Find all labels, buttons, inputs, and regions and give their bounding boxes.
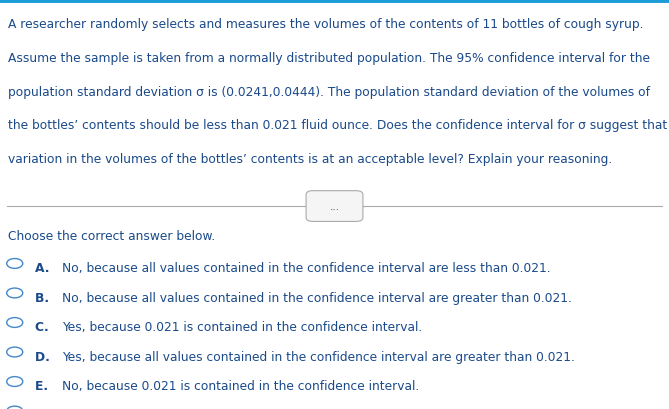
Text: A researcher randomly selects and measures the volumes of the contents of 11 bot: A researcher randomly selects and measur… [8,18,644,31]
Text: No, because all values contained in the confidence interval are greater than 0.0: No, because all values contained in the … [62,291,571,304]
Circle shape [7,288,23,298]
Circle shape [7,406,23,409]
Text: Choose the correct answer below.: Choose the correct answer below. [8,229,215,242]
Text: population standard deviation σ is (0.0241,0.0444). The population standard devi: population standard deviation σ is (0.02… [8,85,650,99]
Text: C.: C. [35,321,57,334]
Text: Assume the sample is taken from a normally distributed population. The 95% confi: Assume the sample is taken from a normal… [8,52,650,65]
Text: D.: D. [35,350,58,363]
Text: A.: A. [35,262,58,275]
Text: No, because all values contained in the confidence interval are less than 0.021.: No, because all values contained in the … [62,262,550,275]
Text: variation in the volumes of the bottles’ contents is at an acceptable level? Exp: variation in the volumes of the bottles’… [8,153,612,166]
Text: Yes, because 0.021 is contained in the confidence interval.: Yes, because 0.021 is contained in the c… [62,321,421,334]
Circle shape [7,318,23,328]
Text: B.: B. [35,291,58,304]
Text: the bottles’ contents should be less than 0.021 fluid ounce. Does the confidence: the bottles’ contents should be less tha… [8,119,669,132]
Circle shape [7,377,23,387]
FancyBboxPatch shape [306,191,363,222]
Text: No, because 0.021 is contained in the confidence interval.: No, because 0.021 is contained in the co… [62,380,419,393]
Text: Yes, because all values contained in the confidence interval are greater than 0.: Yes, because all values contained in the… [62,350,575,363]
Text: ...: ... [329,202,340,211]
Circle shape [7,259,23,269]
Text: E.: E. [35,380,56,393]
Circle shape [7,347,23,357]
